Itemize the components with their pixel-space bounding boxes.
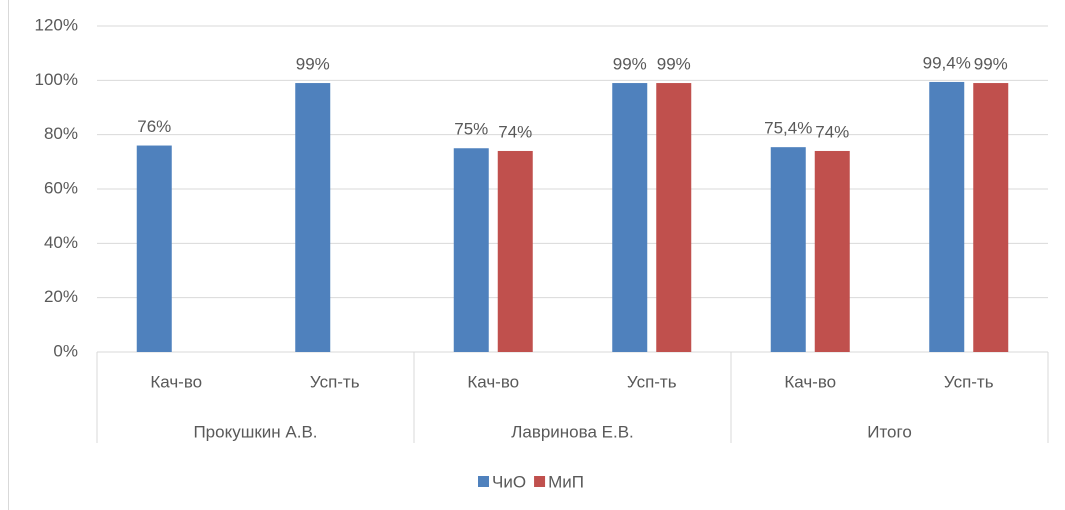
y-tick-label: 0% [53,341,78,360]
y-tick-label: 100% [35,70,78,89]
data-label: 74% [498,122,532,141]
x-tick-label: Кач-во [150,372,202,391]
y-tick-label: 40% [44,233,78,252]
y-tick-label: 20% [44,287,78,306]
bar [295,83,331,353]
legend-swatch [534,476,546,487]
bar [612,83,648,353]
chart-border [8,0,1065,510]
data-label: 99% [613,55,647,74]
group-label: Лавринова Е.В. [511,422,634,441]
y-tick-label: 120% [35,15,78,34]
data-label: 99% [296,55,330,74]
legend-label: ЧиО [492,472,526,491]
data-label: 76% [137,117,171,136]
y-tick-label: 60% [44,178,78,197]
x-tick-label: Усп-ть [310,372,360,391]
bar [136,145,172,352]
data-label: 99,4% [923,53,971,72]
data-label: 99% [657,55,691,74]
bar [814,150,850,352]
x-tick-label: Кач-во [784,372,836,391]
x-tick-label: Кач-во [467,372,519,391]
legend-label: МиП [548,472,584,491]
bar [497,150,533,352]
legend-swatch [478,476,489,487]
data-label: 75% [454,120,488,139]
y-tick-label: 80% [44,124,78,143]
group-label: Прокушкин А.В. [193,422,317,441]
group-label: Итого [867,422,912,441]
bar [929,81,965,353]
data-label: 75,4% [764,119,812,138]
bar [453,148,489,352]
data-label: 99% [974,55,1008,74]
bar [770,147,806,352]
bar [973,83,1009,353]
x-tick-label: Усп-ть [627,372,677,391]
bar [656,83,692,353]
x-tick-label: Усп-ть [944,372,994,391]
data-label: 74% [815,122,849,141]
